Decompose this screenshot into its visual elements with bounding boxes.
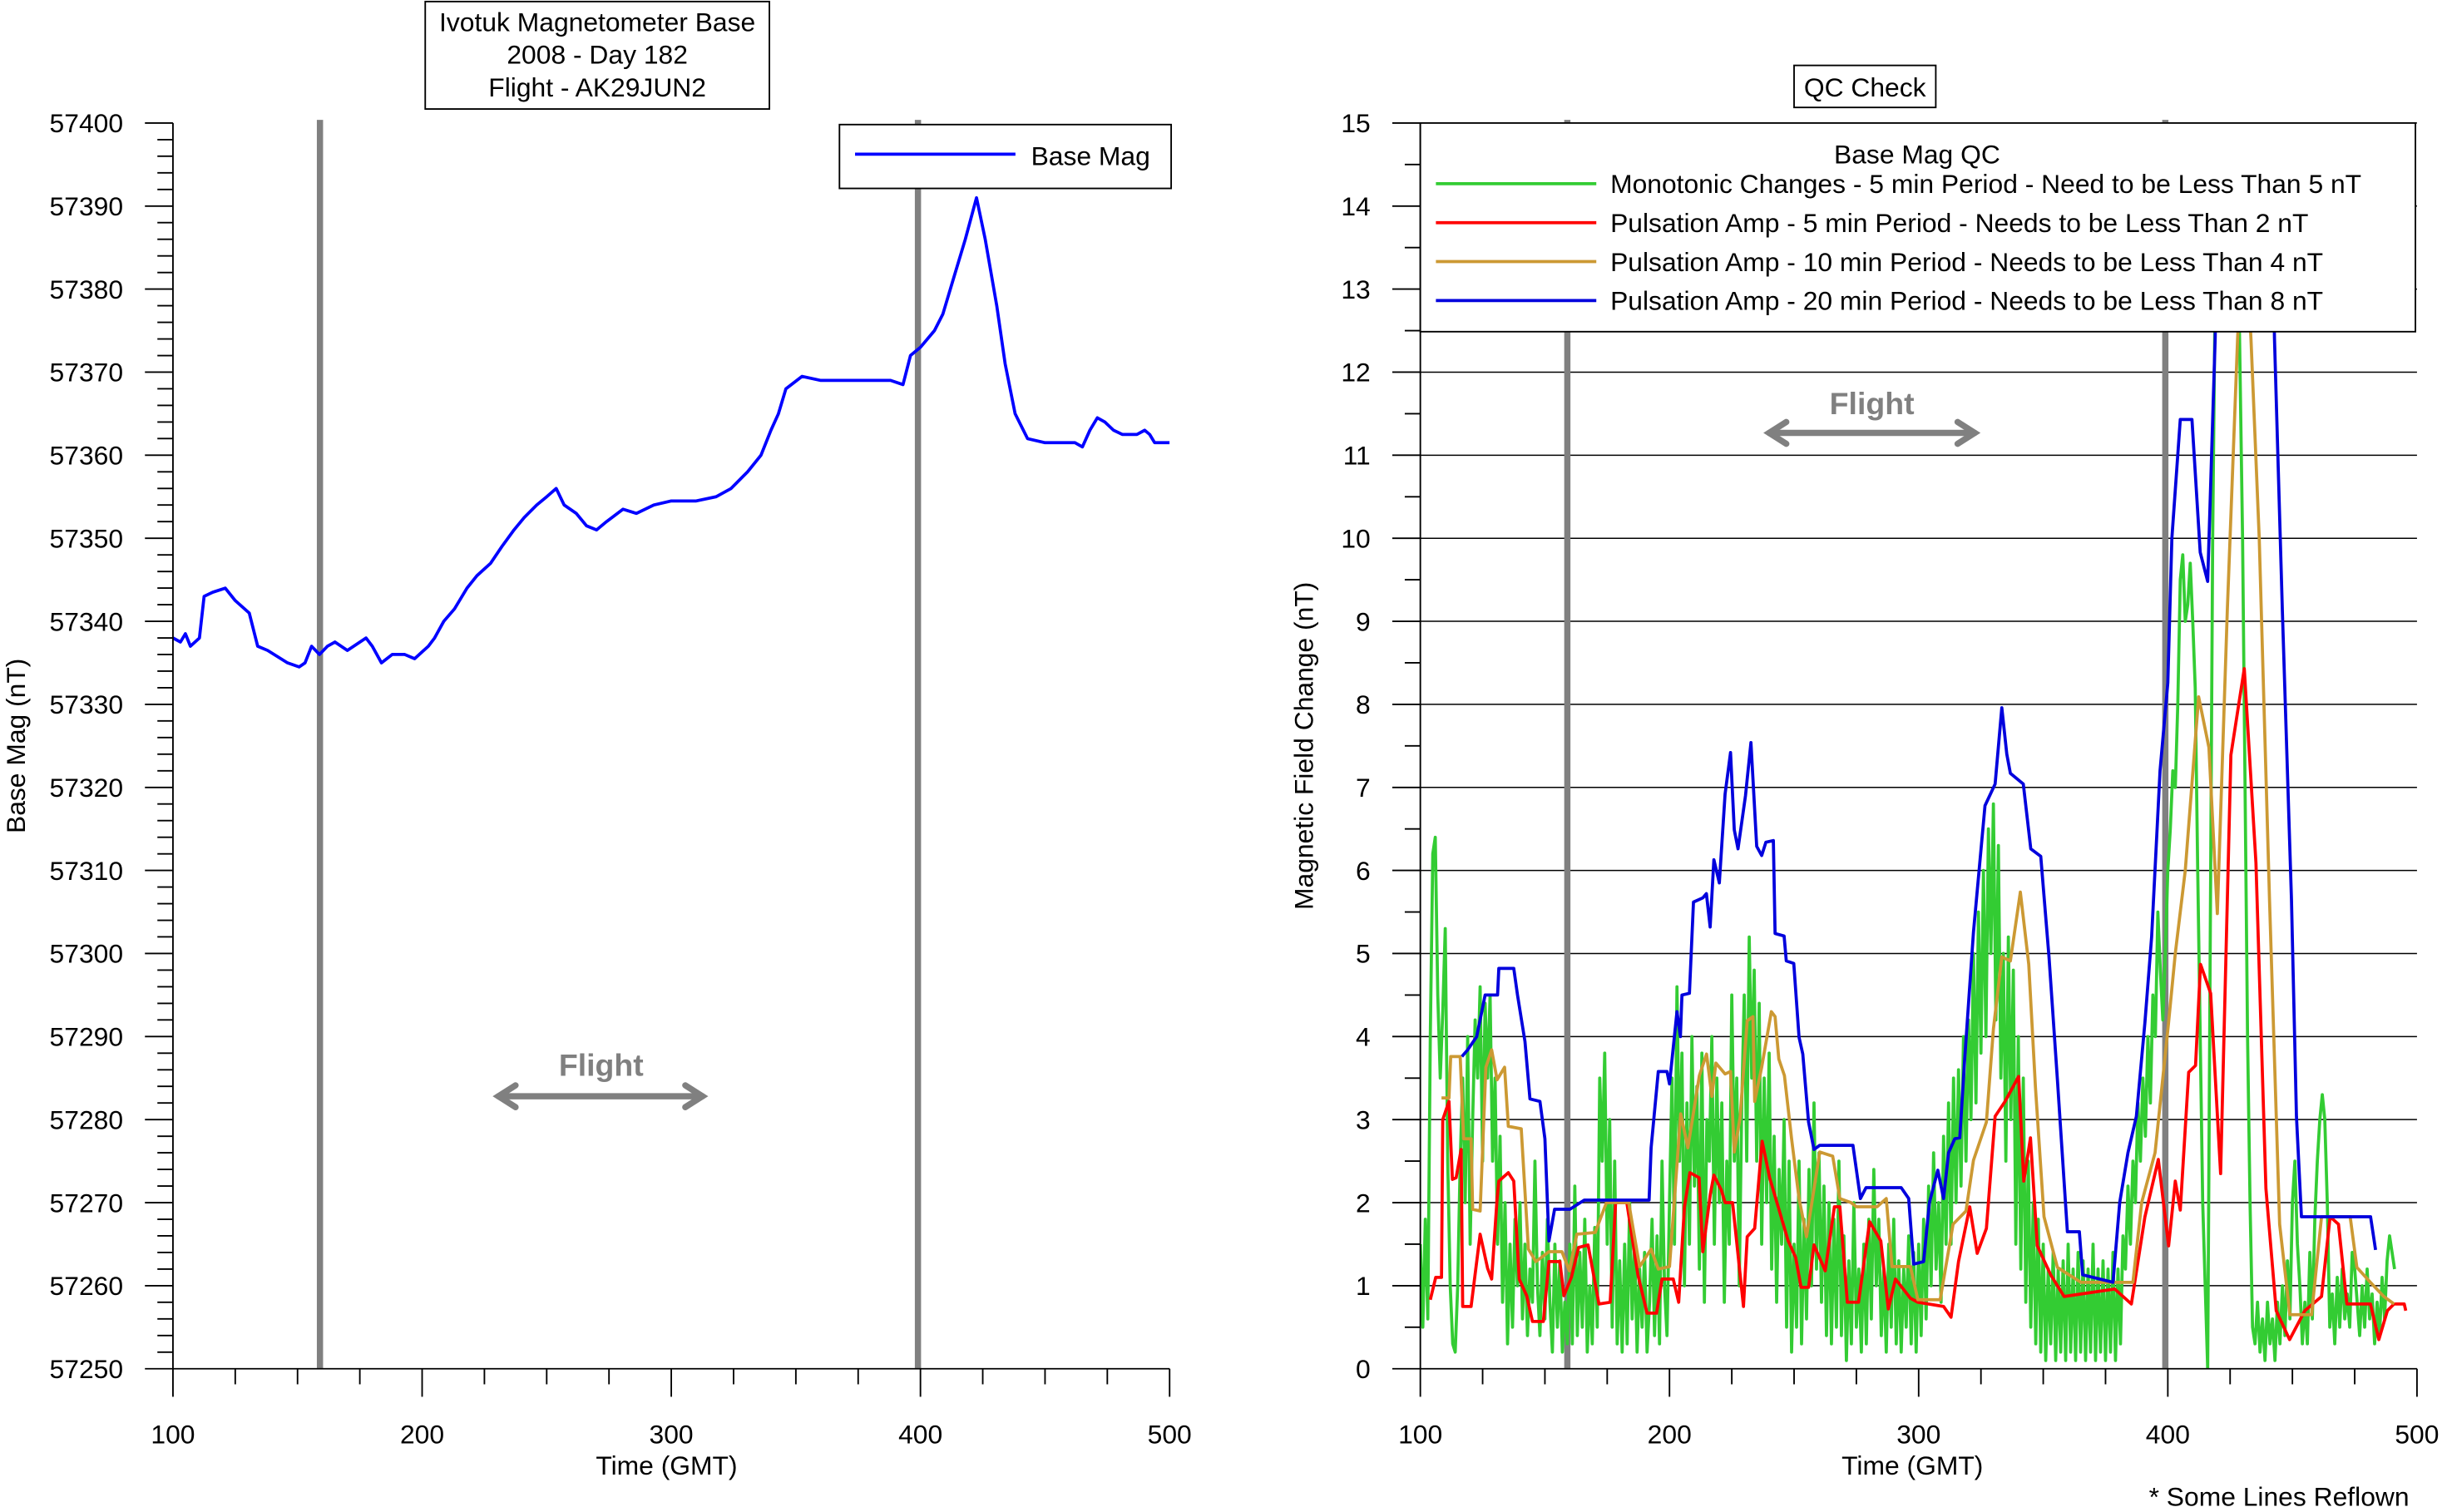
chart-title-line-1: Ivotuk Magnetometer Base — [439, 7, 755, 37]
y-tick-label: 57350 — [50, 523, 123, 553]
y-tick-label: 57330 — [50, 689, 123, 719]
y-axis-title: Magnetic Field Change (nT) — [1288, 582, 1318, 910]
chart-title: QC Check — [1804, 72, 1926, 102]
double-arrow-icon — [1763, 418, 1981, 447]
y-tick-label: 57360 — [50, 441, 123, 471]
legend-label-0: Monotonic Changes - 5 min Period - Need … — [1610, 169, 2361, 199]
y-tick-label: 5 — [1356, 939, 1371, 969]
chart-title-box: Ivotuk Magnetometer Base 2008 - Day 182 … — [424, 0, 770, 110]
flight-annotation: Flight — [492, 1048, 709, 1110]
y-tick-label: 1 — [1356, 1271, 1371, 1301]
y-tick-label: 57290 — [50, 1022, 123, 1052]
legend: Base Mag QC Monotonic Changes - 5 min Pe… — [1419, 121, 2416, 333]
series-line-1 — [1428, 667, 2408, 1342]
legend-label-1: Pulsation Amp - 5 min Period - Needs to … — [1610, 208, 2308, 238]
y-tick-label: 57280 — [50, 1104, 123, 1134]
y-tick-label: 15 — [1341, 108, 1370, 138]
y-tick-label: 57300 — [50, 939, 123, 969]
y-tick-label: 14 — [1341, 191, 1370, 221]
y-tick-label: 11 — [1343, 441, 1371, 471]
x-tick-label: 400 — [2146, 1420, 2190, 1450]
x-tick-label: 500 — [1148, 1420, 1192, 1450]
y-tick-label: 57310 — [50, 856, 123, 886]
y-tick-label: 13 — [1341, 274, 1370, 304]
legend-label-2: Pulsation Amp - 10 min Period - Needs to… — [1610, 247, 2323, 277]
y-tick-label: 10 — [1341, 523, 1370, 553]
y-tick-label: 0 — [1356, 1354, 1371, 1384]
chart-title-line-3: Flight - AK29JUN2 — [488, 72, 706, 102]
x-tick-label: 100 — [151, 1420, 195, 1450]
x-tick-label: 400 — [898, 1420, 942, 1450]
y-tick-label: 57320 — [50, 773, 123, 803]
x-tick-label: 500 — [2395, 1420, 2439, 1450]
y-tick-label: 9 — [1356, 606, 1371, 636]
y-tick-label: 57250 — [50, 1354, 123, 1384]
series-line-0 — [1420, 122, 2396, 1369]
double-arrow-icon — [492, 1082, 709, 1110]
legend-label-base-mag: Base Mag — [1031, 141, 1150, 170]
y-tick-label: 57340 — [50, 606, 123, 636]
x-axis-title: Time (GMT) — [1841, 1450, 1983, 1480]
y-tick-label: 57390 — [50, 191, 123, 221]
x-tick-label: 200 — [1648, 1420, 1692, 1450]
y-tick-label: 4 — [1356, 1022, 1371, 1052]
y-axis-title: Base Mag (nT) — [1, 659, 31, 833]
base-mag-chart: 57250 57260 57270 57280 57290 57300 57310 57320… — [1, 0, 1192, 1480]
y-tick-label: 57260 — [50, 1271, 123, 1301]
x-axis-title: Time (GMT) — [596, 1450, 737, 1480]
y-tick-label: 57400 — [50, 108, 123, 138]
y-tick-label: 7 — [1356, 773, 1371, 803]
y-tick-label: 57380 — [50, 274, 123, 304]
legend-title: Base Mag QC — [1834, 140, 2000, 170]
legend-label-3: Pulsation Amp - 20 min Period - Needs to… — [1610, 286, 2323, 316]
flight-annotation: Flight — [1763, 386, 1981, 447]
series-line-0 — [172, 195, 1170, 669]
x-tick-label: 200 — [400, 1420, 444, 1450]
y-tick-label: 3 — [1356, 1104, 1371, 1134]
x-tick-label: 300 — [1896, 1420, 1940, 1450]
legend: Base Mag — [838, 123, 1173, 190]
x-tick-label: 300 — [650, 1420, 694, 1450]
y-tick-label: 12 — [1341, 358, 1370, 388]
y-tick-label: 2 — [1356, 1188, 1371, 1218]
y-tick-label: 57270 — [50, 1188, 123, 1218]
y-tick-label: 6 — [1356, 856, 1371, 886]
chart-title-box: QC Check — [1793, 64, 1937, 109]
flight-label: Flight — [1830, 386, 1915, 421]
y-tick-label: 8 — [1356, 689, 1371, 719]
chart-title-line-2: 2008 - Day 182 — [507, 40, 688, 70]
flight-label: Flight — [559, 1048, 644, 1083]
x-tick-label: 100 — [1398, 1420, 1442, 1450]
flight-boundary-markers — [316, 120, 922, 1369]
y-tick-label: 57370 — [50, 358, 123, 388]
footnote: * Some Lines Reflown — [2149, 1482, 2410, 1512]
series-line-3 — [1461, 122, 2377, 1284]
series-line-2 — [1441, 204, 2395, 1317]
